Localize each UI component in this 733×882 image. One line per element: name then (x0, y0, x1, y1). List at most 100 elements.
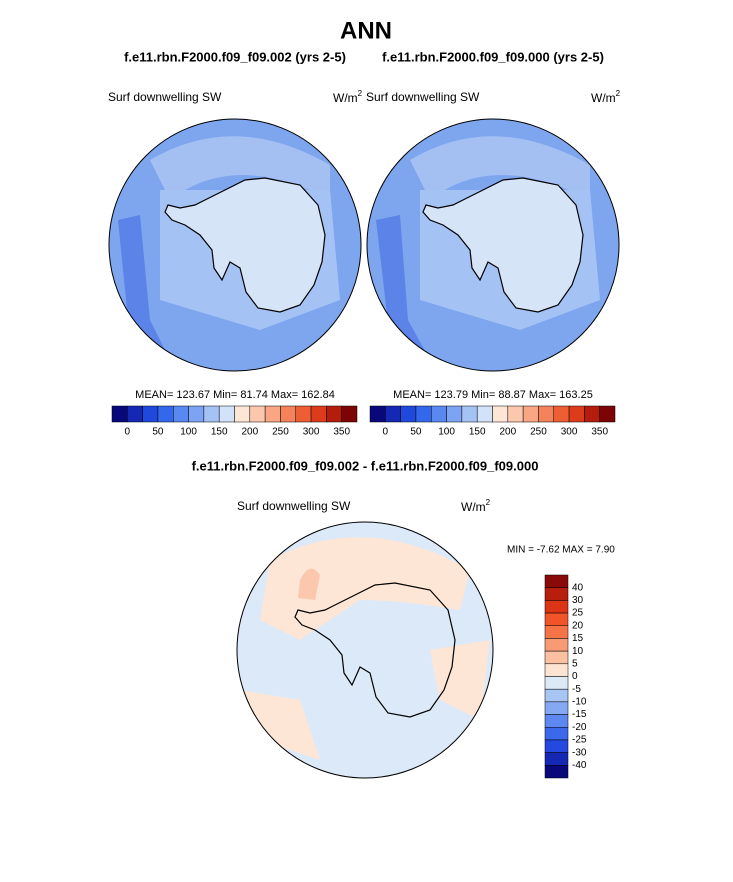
colorbar-box (203, 405, 220, 423)
colorbar-label: 0 (383, 427, 389, 438)
colorbar-box (310, 405, 327, 423)
variable-label: Surf downwelling SW (366, 90, 480, 104)
colorbar-label: -40 (572, 760, 587, 771)
colorbar-box (446, 405, 463, 423)
colorbar-box (142, 405, 159, 423)
units-base: W/m (591, 91, 616, 105)
colorbar-label: 300 (303, 427, 320, 438)
colorbar-box (553, 405, 570, 423)
colorbar-box (492, 405, 509, 423)
colorbar-label: 30 (572, 595, 584, 606)
colorbar-box (599, 405, 616, 423)
colorbar-box (544, 638, 569, 652)
map (237, 522, 493, 778)
map (367, 119, 619, 371)
colorbar-label: 150 (469, 427, 486, 438)
colorbar-label: -30 (572, 747, 587, 758)
colorbar-label: 0 (572, 671, 578, 682)
case-title: f.e11.rbn.F2000.f09_f09.000 (yrs 2-5) (382, 49, 604, 64)
units-sup: 2 (486, 498, 491, 507)
colorbar-label: 200 (499, 427, 516, 438)
colorbar-box (188, 405, 205, 423)
colorbar-label: -25 (572, 735, 587, 746)
colorbar-box (507, 405, 524, 423)
colorbar-label: 25 (572, 608, 584, 619)
case-title: f.e11.rbn.F2000.f09_f09.002 (yrs 2-5) (124, 49, 346, 64)
colorbar-label: 100 (180, 427, 197, 438)
colorbar-box (568, 405, 585, 423)
colorbar-box (173, 405, 189, 423)
colorbar-label: 50 (410, 427, 422, 438)
colorbar-box (544, 739, 569, 753)
colorbar-box (385, 405, 401, 423)
colorbar-box (522, 405, 539, 423)
map (109, 119, 361, 371)
colorbar-box (544, 765, 569, 779)
map-border (108, 118, 362, 372)
colorbar-box (544, 612, 569, 626)
colorbar-box (295, 405, 312, 423)
colorbar-box (341, 405, 358, 423)
colorbar-label: 20 (572, 620, 584, 631)
colorbar-box (584, 405, 600, 423)
colorbar-box (544, 727, 569, 741)
variable-label: Surf downwelling SW (108, 90, 222, 104)
colorbar-label: 350 (591, 427, 608, 438)
colorbar-box (476, 405, 493, 423)
colorbar-label: 150 (211, 427, 228, 438)
colorbar-box (234, 405, 251, 423)
units: W/m2 (591, 89, 621, 105)
colorbar-label: 250 (530, 427, 547, 438)
colorbar-label: 40 (572, 582, 584, 593)
colorbar-label: 350 (333, 427, 350, 438)
colorbar-label: -5 (572, 684, 581, 695)
colorbar-label: 200 (241, 427, 258, 438)
colorbar-box (538, 405, 554, 423)
colorbar-box (111, 405, 128, 423)
stats: MEAN= 123.67 Min= 81.74 Max= 162.84 (135, 389, 335, 401)
units-sup: 2 (358, 89, 363, 98)
colorbar-label: -10 (572, 697, 587, 708)
colorbar-box (544, 574, 569, 588)
colorbar-box (544, 701, 569, 715)
colorbar-box (431, 405, 447, 423)
colorbar-box (544, 587, 569, 601)
map-border (366, 118, 620, 372)
colorbar-label: 250 (272, 427, 289, 438)
figure-title: ANN (340, 17, 392, 44)
colorbar-box (249, 405, 266, 423)
colorbar-box (415, 405, 432, 423)
colorbar-label: 5 (572, 658, 578, 669)
colorbar-box (544, 625, 569, 639)
variable-label: Surf downwelling SW (237, 499, 351, 513)
colorbar-label: 15 (572, 633, 584, 644)
units-base: W/m (461, 500, 486, 514)
colorbar-label: -15 (572, 709, 587, 720)
colorbar-label: 100 (438, 427, 455, 438)
colorbar-box (400, 405, 417, 423)
colorbar-box (544, 650, 569, 665)
colorbar-box (544, 600, 569, 614)
colorbar-box (544, 676, 569, 690)
colorbar-box (218, 405, 235, 423)
colorbar-box (157, 405, 174, 423)
colorbar-box (461, 405, 478, 423)
colorbar-box (326, 405, 342, 423)
stats: MEAN= 123.79 Min= 88.87 Max= 163.25 (393, 389, 593, 401)
colorbar-box (127, 405, 143, 423)
colorbar-box (264, 405, 281, 423)
units: W/m2 (461, 498, 491, 514)
colorbar-box (544, 688, 569, 703)
stats: MIN = -7.62 MAX = 7.90 (507, 545, 615, 556)
units-sup: 2 (616, 89, 621, 98)
colorbar-box (280, 405, 296, 423)
map-border (236, 521, 494, 779)
colorbar-box (369, 405, 386, 423)
colorbar-label: -20 (572, 722, 587, 733)
colorbar-label: 50 (152, 427, 164, 438)
colorbar-box (544, 663, 569, 677)
units: W/m2 (333, 89, 363, 105)
colorbar-label: 10 (572, 646, 584, 657)
difference-title: f.e11.rbn.F2000.f09_f09.002 - f.e11.rbn.… (192, 458, 539, 473)
